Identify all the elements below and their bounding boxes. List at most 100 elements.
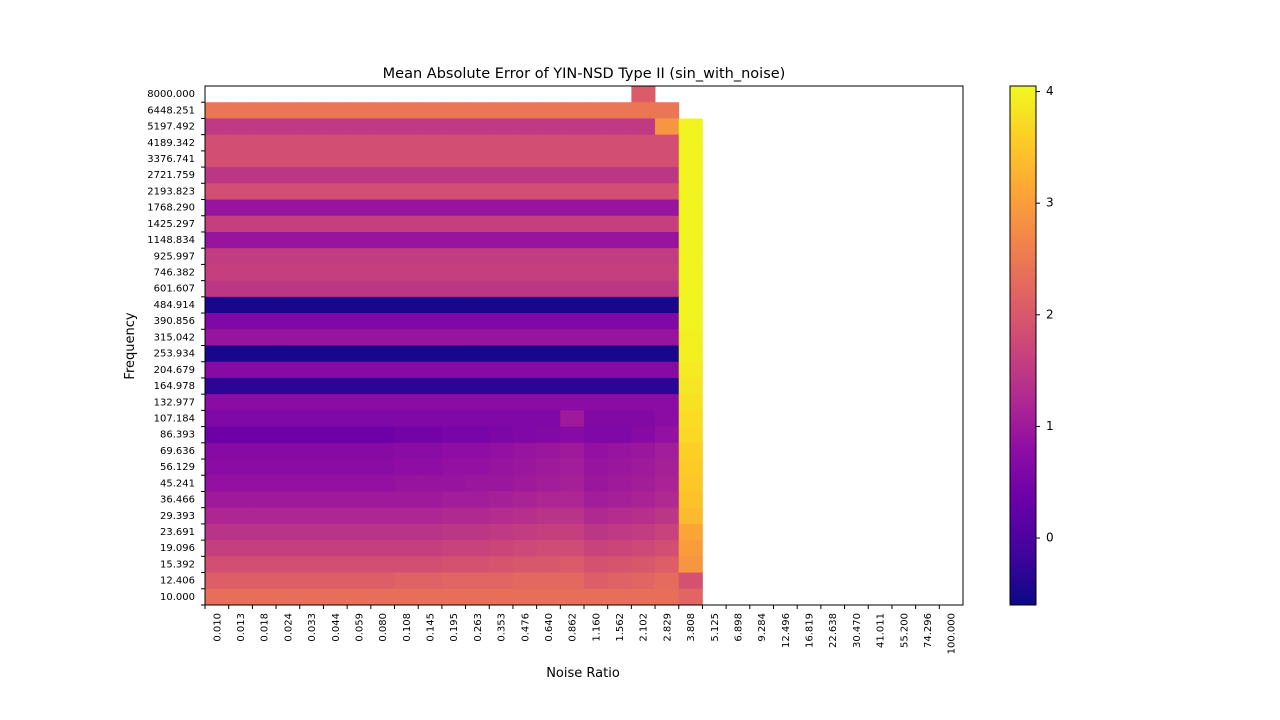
x-tick-label: 2.829 (662, 613, 673, 642)
heatmap-cell (418, 507, 443, 525)
heatmap-cell (299, 491, 324, 509)
heatmap-cell (584, 199, 609, 217)
heatmap-cell (536, 215, 561, 233)
heatmap-cell (323, 118, 348, 136)
heatmap-cell (607, 329, 632, 346)
heatmap-cell (607, 118, 632, 136)
y-tick-label: 12.406 (160, 576, 195, 587)
heatmap-cell (631, 134, 656, 152)
heatmap-cell (584, 394, 609, 411)
heatmap-cell (678, 134, 703, 152)
heatmap-cell (489, 329, 514, 346)
heatmap-cell (347, 296, 372, 314)
y-tick-label: 86.393 (160, 430, 195, 441)
heatmap-cell (370, 361, 395, 379)
heatmap-cell (418, 199, 443, 217)
heatmap-cell (631, 507, 656, 525)
heatmap-cell (394, 361, 419, 379)
heatmap-cell (418, 280, 443, 298)
heatmap-cell (252, 491, 277, 509)
heatmap-cell (418, 491, 443, 509)
heatmap-cell (678, 540, 703, 557)
heatmap-cell (205, 361, 230, 379)
heatmap-cell (536, 491, 561, 509)
colorbar-tick-label: 3 (1046, 196, 1054, 210)
heatmap-cell (228, 361, 253, 379)
heatmap-cell (228, 215, 253, 233)
heatmap-cell (394, 248, 419, 265)
colorbar-tick-label: 2 (1046, 307, 1054, 321)
heatmap-cell (465, 215, 490, 233)
heatmap-cell (394, 556, 419, 573)
heatmap-cell (347, 540, 372, 557)
heatmap-cell (205, 313, 230, 330)
heatmap-cell (631, 523, 656, 541)
heatmap-cell (536, 118, 561, 136)
heatmap-cell (370, 588, 395, 606)
heatmap-cell (228, 183, 253, 200)
heatmap-cell (276, 410, 301, 427)
heatmap-cell (394, 329, 419, 346)
heatmap-cell (441, 556, 466, 573)
heatmap-cell (607, 345, 632, 363)
heatmap-cell (512, 491, 538, 509)
y-tick-label: 925.997 (154, 251, 195, 262)
heatmap-cell (228, 264, 253, 282)
heatmap-cell (418, 264, 443, 282)
x-tick-label: 1.160 (591, 613, 602, 642)
heatmap-cell (678, 507, 703, 525)
y-tick-label: 10.000 (160, 592, 195, 603)
heatmap-cell (252, 572, 277, 590)
heatmap-cell (678, 199, 703, 217)
heatmap-cell (347, 102, 372, 119)
heatmap-cell (347, 507, 372, 525)
heatmap-cell (465, 102, 490, 119)
heatmap-cell (678, 296, 703, 314)
heatmap-cell (512, 248, 538, 265)
heatmap-cell (512, 507, 538, 525)
heatmap-cell (347, 556, 372, 573)
heatmap-cell (441, 329, 466, 346)
heatmap-cell (512, 264, 538, 282)
heatmap-cell (607, 410, 632, 427)
heatmap-cell (655, 540, 680, 557)
heatmap-cell (489, 345, 514, 363)
heatmap-cell (631, 150, 656, 168)
heatmap-cell (323, 183, 348, 200)
heatmap-cell (276, 588, 301, 606)
heatmap-cell (655, 475, 680, 492)
heatmap-cell (370, 215, 395, 233)
heatmap-cell (299, 280, 324, 298)
x-tick-label: 0.640 (544, 613, 555, 642)
heatmap-cell (584, 345, 609, 363)
heatmap-cell (228, 377, 253, 395)
heatmap-cell (228, 102, 253, 119)
heatmap-cell (465, 442, 490, 460)
heatmap-cell (631, 588, 656, 606)
heatmap-cell (347, 329, 372, 346)
heatmap-cell (205, 491, 230, 509)
heatmap-cell (512, 199, 538, 217)
x-tick-label: 0.033 (307, 613, 318, 642)
heatmap-cell (655, 102, 680, 119)
heatmap-cell (205, 150, 230, 168)
heatmap-cell (465, 507, 490, 525)
heatmap-cell (465, 475, 490, 492)
heatmap-cell (323, 442, 348, 460)
heatmap-cell (252, 345, 277, 363)
heatmap-cell (276, 507, 301, 525)
heatmap-cell (347, 264, 372, 282)
heatmap-cell (323, 345, 348, 363)
heatmap-cell (560, 377, 585, 395)
heatmap-cell (299, 150, 324, 168)
heatmap-cell (370, 459, 395, 476)
heatmap-cell (655, 491, 680, 509)
heatmap-cell (607, 134, 632, 152)
heatmap-cell (323, 491, 348, 509)
heatmap-cell (465, 491, 490, 509)
heatmap-cell (489, 215, 514, 233)
heatmap-cell (607, 394, 632, 411)
heatmap-cell (489, 377, 514, 395)
heatmap-cell (631, 540, 656, 557)
heatmap-cell (299, 345, 324, 363)
